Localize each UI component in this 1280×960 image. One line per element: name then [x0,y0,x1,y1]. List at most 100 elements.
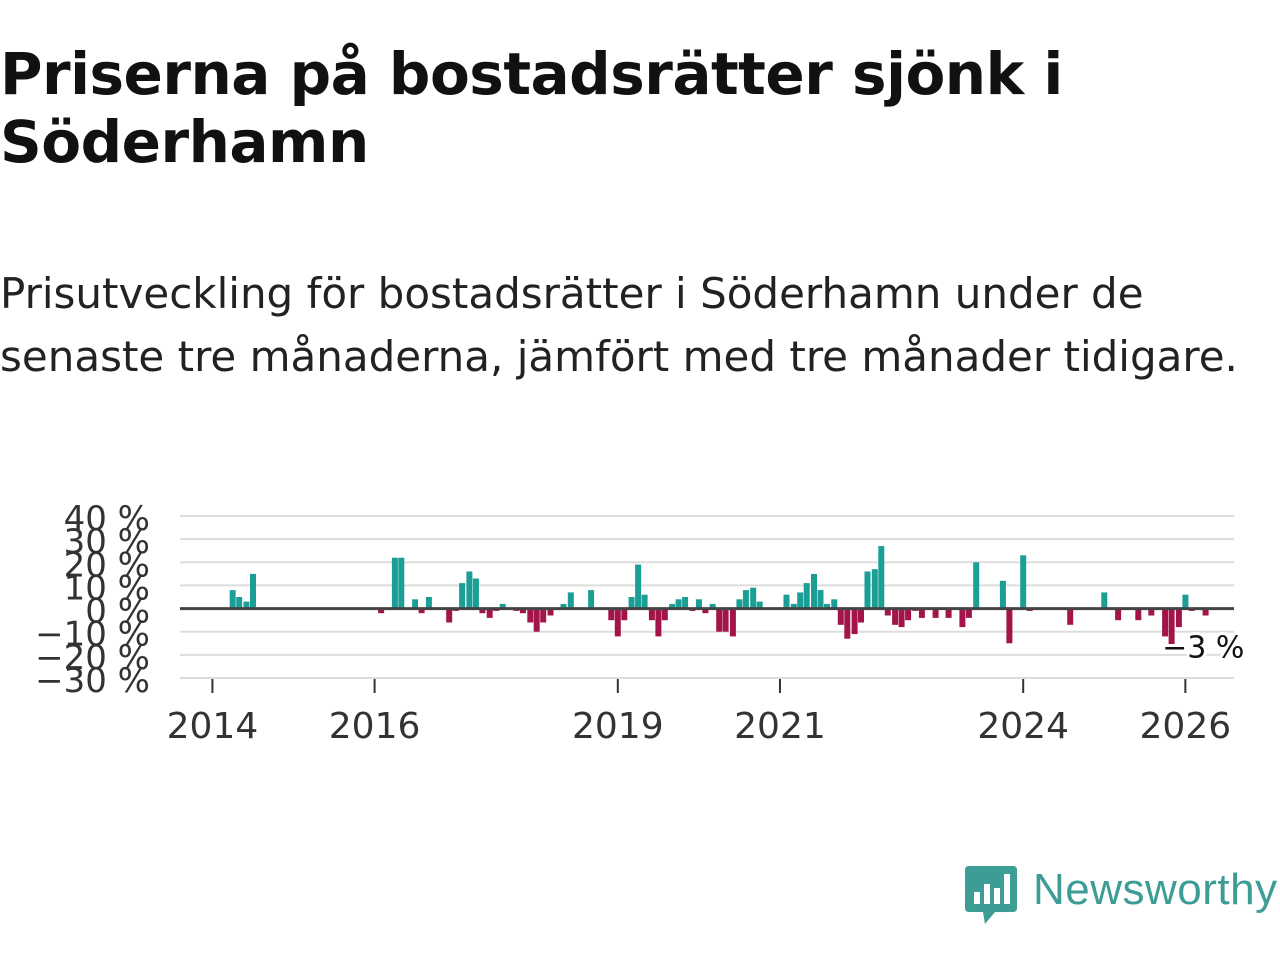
bar [1162,608,1169,637]
bar [1006,608,1013,644]
bar [229,590,236,609]
bar [540,608,547,623]
bar [567,592,574,609]
bar [425,597,432,609]
bar [1168,608,1175,646]
bar [243,601,250,609]
x-tick-label: 2019 [572,706,664,747]
bar [661,608,668,621]
bar [871,569,878,609]
y-axis-ticks: 40 %30 %20 %10 %0 %−10 %−20 %−30 % [35,499,150,701]
bar [884,608,891,616]
y-tick-label: −20 % [35,638,150,678]
bar [864,571,871,609]
bar [709,603,716,609]
bar [479,608,486,614]
y-tick-label: 10 % [64,568,150,608]
bar [803,583,810,609]
bar [669,603,676,609]
bar [831,599,838,609]
bar-chart: 40 %30 %20 %10 %0 %−10 %−20 %−30 % 2014 2… [35,499,1247,747]
bar [628,597,635,609]
annotations: −3 % [1159,628,1247,669]
bar [648,608,655,621]
bar [965,608,972,618]
bar [702,608,709,614]
newsworthy-logo[interactable]: Newsworthy [963,864,1279,928]
latest-value-label: −3 % [1162,631,1244,666]
bar [588,590,595,609]
bar [466,571,473,609]
brand-name: Newsworthy [1033,865,1278,914]
bar [608,608,615,621]
bar [790,603,797,609]
page-subtitle: Prisutveckling för bostadsrätter i Söder… [0,269,1238,381]
bar [1101,592,1108,609]
bar [729,608,736,637]
bar [560,603,567,609]
bar [547,608,554,616]
bar [682,597,689,609]
bar [797,592,804,609]
bar [1135,608,1142,621]
bar [844,608,851,639]
bar [1115,608,1122,621]
bar [1175,608,1182,628]
y-tick-label: 20 % [64,545,150,585]
bar [236,597,243,609]
bar [527,608,534,623]
bar [817,590,824,609]
bar [250,573,256,609]
bar [486,608,493,618]
bar [1202,608,1209,616]
bar [655,608,662,637]
bar [1020,555,1027,609]
x-tick-label: 2026 [1140,706,1232,747]
bar [499,603,506,609]
bar [722,608,729,632]
y-tick-label: 40 % [64,499,150,539]
bar [905,608,912,621]
bar [973,562,980,609]
bar [472,578,479,609]
y-tick-label: 0 % [85,592,150,632]
bar [736,599,743,609]
bars [229,546,1209,646]
page-title: Priserna på bostadsrätter sjönk i Söderh… [0,40,1063,176]
bar [398,557,405,609]
y-tick-label: 30 % [64,522,150,562]
x-tick-label: 2014 [167,706,259,747]
bar [446,608,453,623]
bar [459,583,466,609]
bar [412,599,419,609]
bar [999,580,1006,609]
bar [635,564,642,609]
bar [750,587,757,609]
bar [959,608,966,628]
bar [898,608,905,628]
bar [716,608,723,632]
bar [932,608,939,618]
y-tick-label: −10 % [35,615,150,655]
bar [918,608,925,618]
bar [675,599,682,609]
bar [756,601,763,609]
bar [811,573,817,609]
bar [1148,608,1155,616]
bar [851,608,858,635]
bar [391,557,398,609]
bar [1067,608,1074,625]
y-tick-label: −30 % [35,661,150,701]
bar [378,608,385,614]
bar [695,599,702,609]
bar [945,608,952,618]
bar [783,594,790,609]
bar [614,608,621,637]
bar [858,608,864,623]
x-axis-ticks: 2014 2016 2019 2021 2024 2026 [167,679,1232,747]
x-tick-label: 2016 [329,706,421,747]
bar [824,603,830,609]
bar [742,590,749,609]
grid-lines [180,515,1234,679]
bar [533,608,540,632]
